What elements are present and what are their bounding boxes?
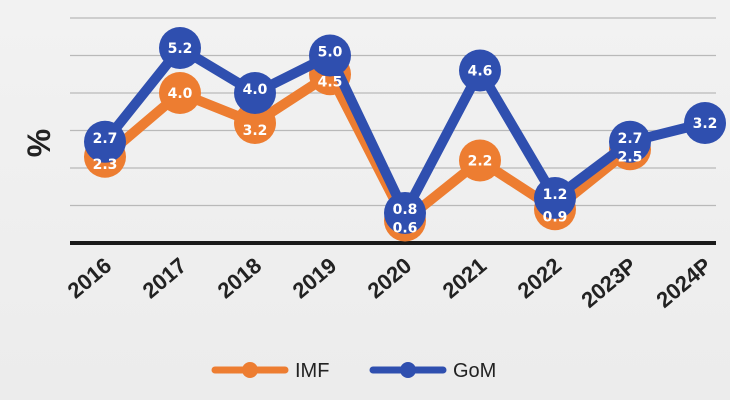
data-label: 1.2: [543, 187, 568, 203]
data-label: 5.0: [318, 45, 343, 61]
legend: IMF GoM: [211, 360, 496, 382]
x-tick-label: 2017: [138, 253, 192, 304]
data-label: 2.2: [468, 154, 493, 170]
data-label: 0.9: [543, 209, 568, 225]
data-labels-imf: 2.3 4.0 3.2 4.5 0.6 2.2 0.9 2.5: [93, 74, 643, 236]
legend-label: GoM: [453, 360, 496, 382]
data-label: 2.7: [618, 131, 643, 147]
data-label: 0.8: [393, 202, 418, 218]
data-label: 2.3: [93, 157, 118, 173]
series-layer: 2.3 4.0 3.2 4.5 0.6 2.2 0.9 2.5 2.7 5.2 4.0 5.0 0.8 4…: [84, 27, 726, 242]
data-label: 4.0: [243, 82, 268, 98]
data-point-gom: [609, 120, 651, 163]
x-tick-label: 2023P: [576, 253, 641, 313]
y-axis-label: %: [21, 129, 57, 157]
legend-item-imf: IMF: [211, 360, 329, 382]
data-point-imf: [159, 72, 201, 114]
data-point-gom: [684, 102, 726, 144]
legend-item-gom: GoM: [369, 360, 496, 382]
x-tick-label: 2016: [63, 253, 117, 304]
data-label: 4.5: [318, 74, 343, 90]
data-point-gom: [234, 72, 276, 114]
x-tick-label: 2021: [438, 253, 492, 304]
data-label: 2.5: [618, 149, 643, 165]
data-point-gom: [534, 177, 576, 219]
data-label: 2.7: [93, 131, 118, 147]
data-point-imf: [234, 102, 276, 144]
data-point-imf: [459, 139, 501, 182]
data-label: 0.6: [393, 221, 418, 237]
series-gom: [84, 27, 726, 234]
x-tick-label: 2024P: [651, 253, 716, 313]
data-point-gom: [459, 49, 501, 92]
data-point-gom: [309, 34, 351, 77]
x-tick-label: 2018: [213, 253, 267, 304]
legend-label: IMF: [295, 360, 329, 382]
x-tick-label: 2019: [288, 253, 342, 304]
data-label: 4.0: [168, 86, 193, 102]
data-point-gom: [384, 192, 426, 234]
data-label: 5.2: [168, 41, 193, 57]
data-labels-gom: 2.7 5.2 4.0 5.0 0.8 4.6 1.2 2.7 3.2: [93, 41, 718, 218]
data-label: 3.2: [693, 116, 718, 132]
legend-marker: [400, 362, 416, 378]
data-point-gom: [159, 27, 201, 69]
x-tick-labels: 2016 2017 2018 2019 2020 2021 2022 2023P 2024P: [63, 253, 717, 313]
x-tick-label: 2022: [513, 253, 567, 304]
x-tick-label: 2020: [363, 253, 417, 304]
data-label: 3.2: [243, 123, 268, 139]
legend-marker: [242, 362, 258, 378]
data-label: 4.6: [468, 64, 493, 80]
data-point-gom: [84, 120, 126, 163]
